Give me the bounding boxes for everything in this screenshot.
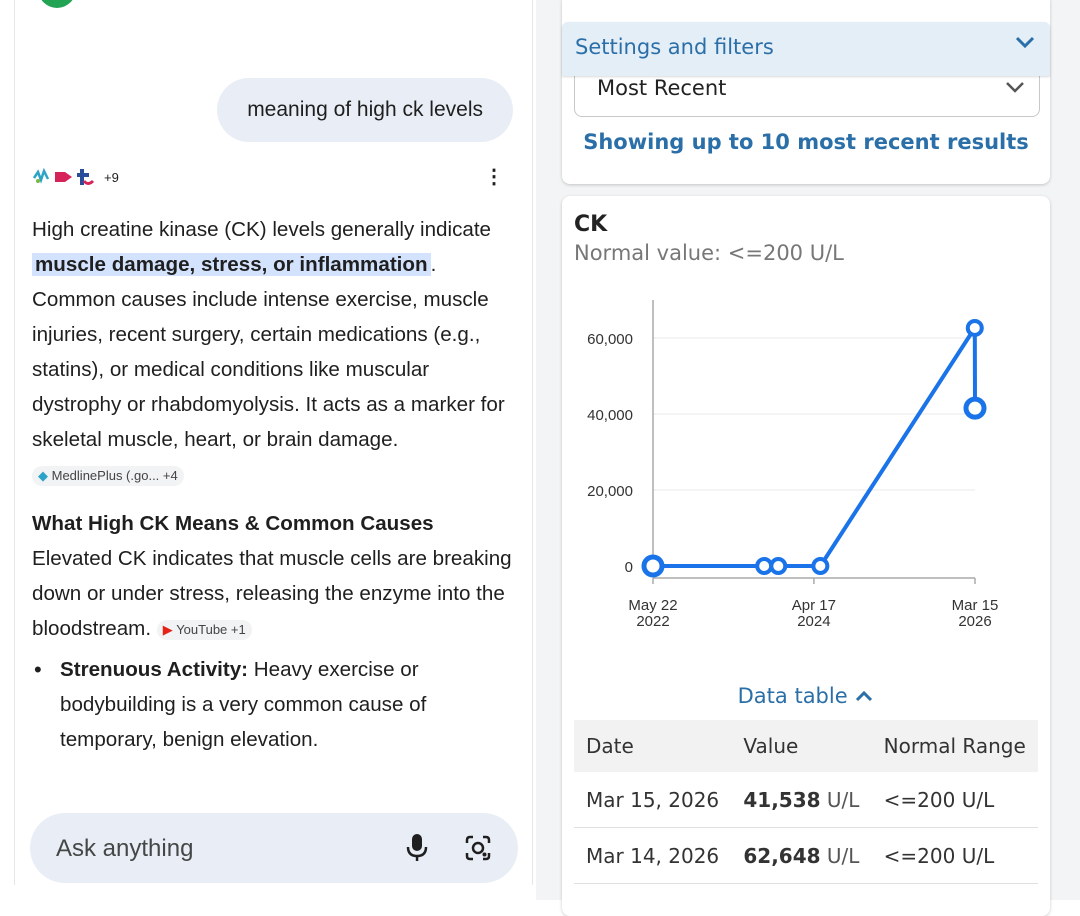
y-tick-label: 40,000 xyxy=(587,407,633,424)
chevron-down-icon xyxy=(1005,80,1025,99)
settings-label: Settings and filters xyxy=(575,35,774,59)
answer-text: High creatine kinase (CK) levels general… xyxy=(32,218,492,241)
source-chip-medlineplus[interactable]: ◆ MedlinePlus (.go... +4 xyxy=(32,465,184,486)
data-point xyxy=(965,318,984,337)
column-header: Value xyxy=(731,720,872,772)
answer-paragraph-2: Elevated CK indicates that muscle cells … xyxy=(32,541,518,646)
table-row: Mar 15, 2026 41,538 U/L <=200 U/L xyxy=(574,772,1038,828)
x-tick-label: Mar 15 xyxy=(952,597,999,614)
source-logo-medlineplus-icon xyxy=(32,167,52,187)
x-tick-label: May 22 xyxy=(628,597,677,614)
ask-placeholder: Ask anything xyxy=(56,835,194,862)
settings-filters-toggle[interactable]: Settings and filters xyxy=(562,22,1050,76)
answer-text: Elevated CK indicates that muscle cells … xyxy=(32,547,512,640)
cell-value: 41,538 U/L xyxy=(731,772,872,828)
data-point xyxy=(641,554,665,578)
sources-row[interactable]: +9 ⋮ xyxy=(32,166,512,188)
test-title: CK xyxy=(574,212,608,237)
value-number: 41,538 xyxy=(743,787,821,812)
column-header: Date xyxy=(574,720,732,772)
answer-paragraph-1: High creatine kinase (CK) levels general… xyxy=(32,212,518,492)
data-point xyxy=(963,396,987,420)
results-note: Showing up to 10 most recent results xyxy=(583,130,1029,154)
bullet-text: Heavy exercise or bodybuilding is a very… xyxy=(60,658,427,751)
data-point xyxy=(755,557,774,575)
user-query-bubble: meaning of high ck levels xyxy=(217,78,513,142)
source-chip-youtube[interactable]: ▶ YouTube +1 xyxy=(156,619,252,640)
ai-answer: High creatine kinase (CK) levels general… xyxy=(32,212,518,757)
more-vert-icon[interactable]: ⋮ xyxy=(484,166,504,188)
value-unit: U/L xyxy=(820,843,860,868)
divider xyxy=(532,0,533,885)
answer-heading: What High CK Means & Common Causes xyxy=(32,512,434,535)
assistant-avatar xyxy=(38,0,76,8)
value-number: 62,648 xyxy=(743,843,821,868)
cell-date: Mar 15, 2026 xyxy=(574,772,732,828)
cell-range: <=200 U/L xyxy=(871,772,1038,828)
sort-value: Most Recent xyxy=(597,76,727,100)
chip-label: YouTube +1 xyxy=(176,621,246,637)
source-logo-2-icon xyxy=(54,167,74,187)
cell-range: <=200 U/L xyxy=(871,827,1038,884)
x-tick-label: 2026 xyxy=(958,613,991,630)
lens-camera-icon[interactable] xyxy=(464,834,492,867)
cell-value: 62,648 U/L xyxy=(731,827,872,884)
y-tick-label: 60,000 xyxy=(587,331,633,348)
scroll-clip xyxy=(0,790,530,806)
x-tick-label: 2022 xyxy=(636,613,669,630)
data-table: Date Value Normal Range Mar 15, 2026 41,… xyxy=(574,720,1038,884)
source-logo-3-icon xyxy=(76,167,96,187)
data-point xyxy=(769,557,788,575)
data-table-toggle[interactable]: Data table xyxy=(562,684,1050,708)
answer-highlight: muscle damage, stress, or inflammation xyxy=(32,253,431,276)
list-item: Strenuous Activity: Heavy exercise or bo… xyxy=(32,652,518,757)
youtube-icon: ▶ xyxy=(162,621,173,637)
x-tick-label: 2024 xyxy=(797,613,830,630)
ask-input[interactable]: Ask anything xyxy=(30,813,518,883)
bullet-title: Strenuous Activity: xyxy=(60,658,249,681)
table-row: Mar 14, 2026 62,648 U/L <=200 U/L xyxy=(574,827,1038,884)
sources-count: +9 xyxy=(104,169,119,185)
x-tick-label: Apr 17 xyxy=(792,597,836,614)
chevron-up-icon xyxy=(854,684,874,708)
y-tick-label: 0 xyxy=(625,559,633,576)
normal-value: Normal value: <=200 U/L xyxy=(574,241,844,265)
medlineplus-icon: ◆ xyxy=(38,467,48,483)
microphone-icon[interactable] xyxy=(406,834,428,867)
series-line xyxy=(653,325,977,568)
column-header: Normal Range xyxy=(871,720,1038,772)
data-table-label: Data table xyxy=(737,684,848,708)
y-tick-label: 20,000 xyxy=(587,483,633,500)
table-header-row: Date Value Normal Range xyxy=(574,720,1038,772)
chip-label: MedlinePlus (.go... +4 xyxy=(51,467,178,483)
divider xyxy=(14,0,15,885)
answer-text: . Common causes include intense exercise… xyxy=(32,253,505,451)
value-unit: U/L xyxy=(820,787,860,812)
cell-date: Mar 14, 2026 xyxy=(574,827,732,884)
chevron-down-icon xyxy=(1014,34,1036,55)
data-point xyxy=(811,557,830,575)
